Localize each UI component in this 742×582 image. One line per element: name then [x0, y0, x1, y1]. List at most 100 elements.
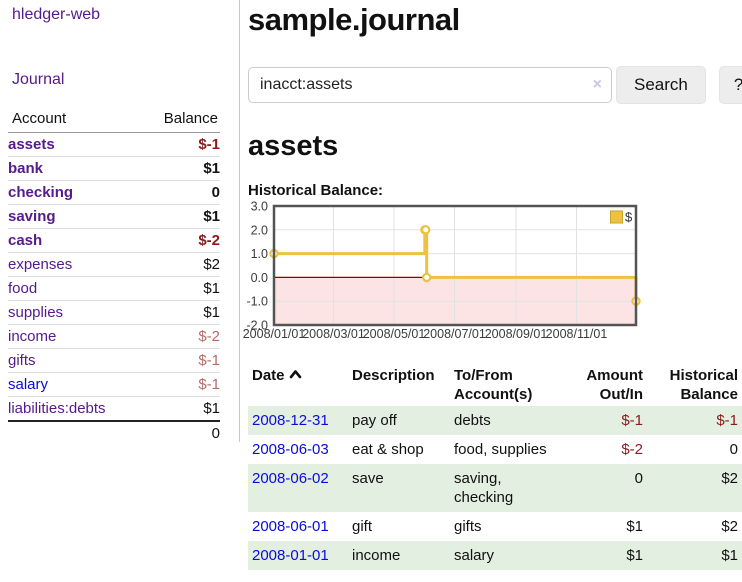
register-table: Date Description To/From Account(s) Amou…	[248, 364, 742, 570]
register-row: 2008-01-01 income salary $1 $1	[248, 541, 742, 570]
sidebar: hledger-web Journal Account Balance asse…	[0, 0, 240, 445]
accounts-total-row: 0	[8, 420, 220, 445]
account-balance: 0	[139, 180, 220, 205]
transaction-date-link[interactable]: 2008-06-02	[252, 470, 329, 487]
account-row: checking 0	[8, 180, 220, 205]
account-link-expenses[interactable]: expenses	[8, 256, 73, 273]
account-balance: $1	[139, 204, 220, 229]
register-header-amount: Amount Out/In	[586, 367, 643, 403]
clear-search-icon[interactable]: ×	[592, 76, 602, 93]
account-link-saving[interactable]: saving	[8, 208, 56, 225]
account-link-salary[interactable]: salary	[8, 376, 49, 393]
search-button[interactable]: Search	[616, 66, 706, 104]
account-row: liabilities:debts $1	[8, 397, 220, 422]
transaction-accounts: debts	[454, 412, 491, 429]
account-balance: $-1	[139, 372, 220, 397]
transaction-balance: 0	[729, 441, 738, 458]
sort-by-date[interactable]: Date	[252, 367, 302, 384]
help-button[interactable]: ?	[718, 66, 742, 104]
account-row: cash $-2	[8, 228, 220, 253]
register-row: 2008-06-03 eat & shop food, supplies $-2…	[248, 435, 742, 464]
svg-text:-2.0: -2.0	[246, 319, 268, 333]
account-row: assets $-1	[8, 132, 220, 157]
transaction-description: eat & shop	[352, 441, 424, 458]
account-balance: $1	[139, 156, 220, 181]
transaction-balance: $2	[721, 470, 738, 487]
app-title-link[interactable]: hledger-web	[12, 6, 101, 23]
transaction-balance: $1	[721, 547, 738, 564]
svg-text:2008/05/01: 2008/05/01	[363, 327, 426, 341]
account-link-checking[interactable]: checking	[8, 184, 74, 201]
transaction-amount: $1	[626, 547, 643, 564]
svg-text:2008/03/01: 2008/03/01	[302, 327, 365, 341]
transaction-accounts: salary	[454, 547, 495, 564]
accounts-table: Account Balance assets $-1 bank $1 check…	[8, 110, 220, 445]
account-link-liabilities-debts[interactable]: liabilities:debts	[8, 400, 106, 417]
register-row: 2008-06-02 save saving, checking 0 $2	[248, 464, 742, 512]
account-balance: $-2	[139, 324, 220, 349]
transaction-date-link[interactable]: 2008-06-01	[252, 518, 329, 535]
search-form: × Search ?	[248, 66, 742, 104]
transaction-description: income	[352, 547, 401, 564]
account-row: gifts $-1	[8, 348, 220, 373]
transaction-description: pay off	[352, 412, 397, 429]
account-link-income[interactable]: income	[8, 328, 57, 345]
register-header-date: Date	[252, 367, 285, 384]
transaction-date-link[interactable]: 2008-12-31	[252, 412, 329, 429]
account-link-cash[interactable]: cash	[8, 232, 43, 249]
accounts-header-row: Account Balance	[8, 110, 220, 133]
svg-text:2008/01/01: 2008/01/01	[243, 327, 306, 341]
account-link-gifts[interactable]: gifts	[8, 352, 36, 369]
transaction-accounts: saving, checking	[454, 470, 514, 506]
search-input[interactable]	[248, 67, 612, 103]
main-content: sample.journal × Search ? assets Histori…	[240, 0, 742, 570]
account-link-supplies[interactable]: supplies	[8, 304, 64, 321]
transaction-amount: $-1	[621, 412, 643, 429]
accounts-total-balance: 0	[139, 420, 220, 445]
transaction-accounts: food, supplies	[454, 441, 547, 458]
transaction-amount: $-2	[621, 441, 643, 458]
transaction-date-link[interactable]: 2008-01-01	[252, 547, 329, 564]
account-balance: $1	[203, 400, 220, 417]
account-row: food $1	[8, 276, 220, 301]
svg-text:2008/07/01: 2008/07/01	[423, 327, 486, 341]
account-balance: $-2	[139, 228, 220, 253]
chart-title: Historical Balance:	[248, 182, 384, 199]
account-balance: $1	[139, 276, 220, 301]
register-row: 2008-12-31 pay off debts $-1 $-1	[248, 406, 742, 435]
historical-balance-chart: 3.0 2.0 1.0 0.0 -1.0 -2.02008/01/012008/03/01…	[243, 200, 641, 341]
page: hledger-web Journal Account Balance asse…	[0, 0, 742, 570]
account-row: salary $-1	[8, 372, 220, 397]
register-row: 2008-06-01 gift gifts $1 $2	[248, 512, 742, 541]
transaction-balance: $-1	[716, 412, 738, 429]
account-balance: $2	[139, 252, 220, 277]
register-header-balance: Historical Balance	[669, 367, 738, 403]
svg-text:2008/11/01: 2008/11/01	[546, 327, 608, 341]
register-header-accounts: To/From Account(s)	[454, 367, 533, 403]
account-link-bank[interactable]: bank	[8, 160, 44, 177]
svg-text:2008/09/01: 2008/09/01	[485, 327, 548, 341]
search-input-wrapper: ×	[248, 67, 612, 103]
account-link-food[interactable]: food	[8, 280, 38, 297]
account-row: supplies $1	[8, 300, 220, 325]
svg-text:0.0: 0.0	[251, 271, 268, 285]
page-title: sample.journal	[248, 2, 460, 37]
account-heading: assets	[248, 130, 339, 162]
register-header-row: Date Description To/From Account(s) Amou…	[248, 364, 742, 406]
transaction-date-link[interactable]: 2008-06-03	[252, 441, 329, 458]
sort-ascending-icon	[289, 370, 301, 379]
transaction-amount: $1	[626, 518, 643, 535]
svg-text:3.0: 3.0	[251, 200, 268, 214]
account-row: bank $1	[8, 156, 220, 181]
transaction-balance: $2	[721, 518, 738, 535]
svg-text:$: $	[625, 210, 633, 225]
transaction-description: save	[352, 470, 384, 487]
account-balance: $-1	[139, 348, 220, 373]
register-header-description: Description	[352, 367, 435, 384]
account-balance: $1	[139, 300, 220, 325]
account-link-assets[interactable]: assets	[8, 136, 55, 153]
transaction-description: gift	[352, 518, 373, 535]
sidebar-item-journal[interactable]: Journal	[12, 71, 65, 88]
accounts-header-account: Account	[8, 110, 140, 133]
account-row: saving $1	[8, 204, 220, 229]
